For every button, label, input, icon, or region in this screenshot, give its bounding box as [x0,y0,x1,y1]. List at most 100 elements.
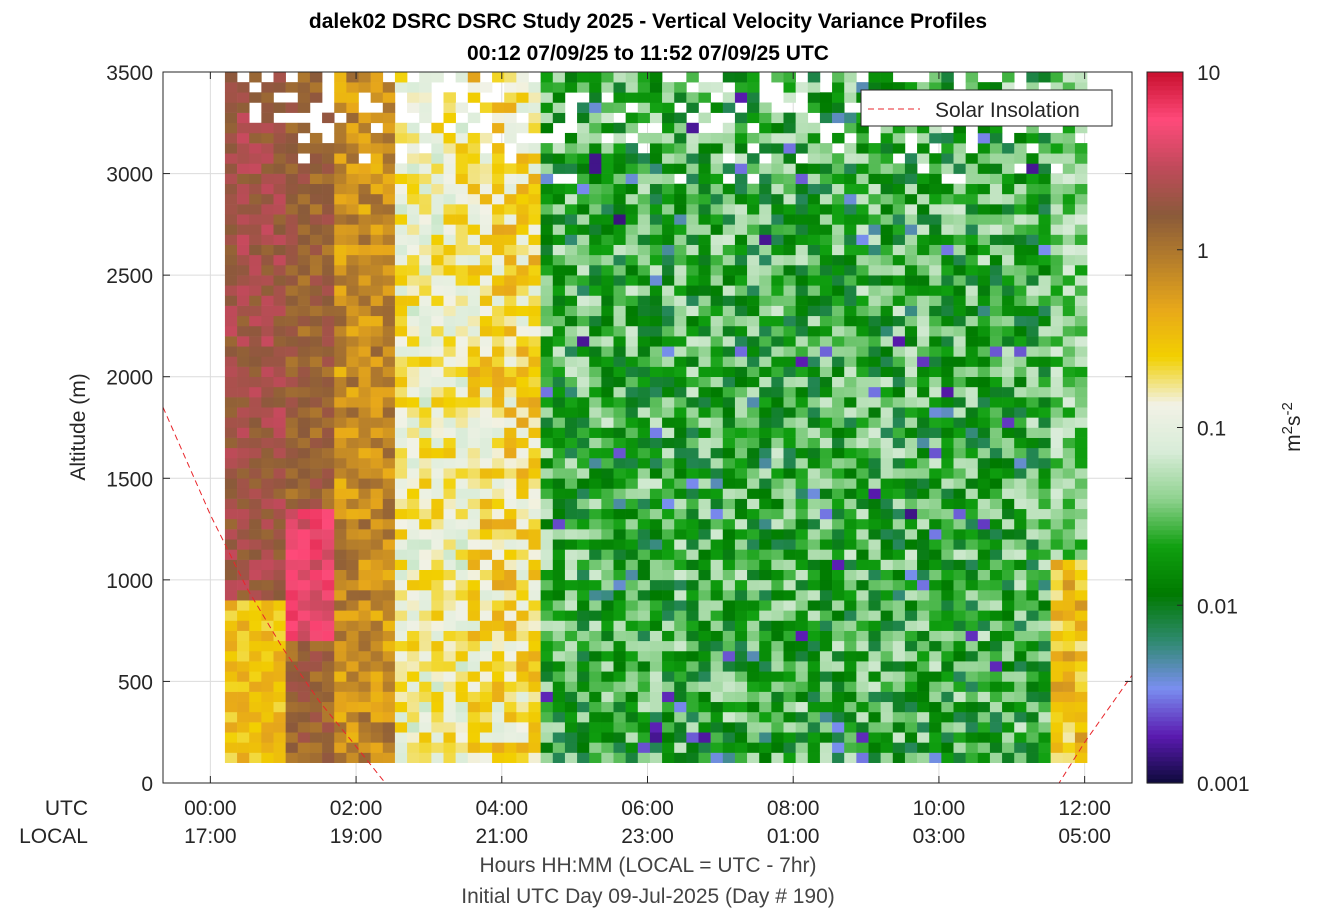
heatmap-cell [479,356,493,367]
colorbar-segment [1147,583,1183,589]
heatmap-cell [370,254,384,266]
heatmap-cell [710,447,724,459]
heatmap-cell [589,346,602,357]
heatmap-cell [601,143,614,154]
heatmap-cell [589,620,602,631]
heatmap-cell [285,204,299,215]
heatmap-cell [1026,498,1039,510]
heatmap-cell [625,305,639,317]
heatmap-cell [309,620,323,631]
heatmap-cell [492,336,505,347]
heatmap-cell [455,72,469,83]
heatmap-cell [443,681,456,692]
heatmap-cell [455,214,469,225]
heatmap-cell [795,122,809,134]
heatmap-cell [1002,376,1015,388]
colorbar-segment [1147,360,1183,366]
heatmap-cell [795,681,809,692]
heatmap-cell [273,732,286,743]
heatmap-cell [989,539,1003,550]
heatmap-cell [504,610,517,621]
heatmap-cell [419,691,432,703]
heatmap-cell [613,559,626,570]
heatmap-cell [601,183,614,195]
heatmap-cell [759,559,772,570]
heatmap-cell [1002,610,1015,621]
heatmap-cell [1014,153,1027,164]
heatmap-cell [237,600,250,611]
heatmap-cell [431,275,444,286]
heatmap-cell [309,508,323,520]
heatmap-cell [577,163,590,174]
heatmap-cell [1026,468,1039,479]
heatmap-cell [892,346,906,357]
heatmap-cell [589,640,602,652]
heatmap-cell [577,468,590,479]
heatmap-cell [224,447,238,459]
heatmap-cell [929,579,942,591]
heatmap-cell [237,376,250,388]
heatmap-cell [224,427,238,438]
heatmap-cell [807,183,821,195]
colorbar-segment [1147,618,1183,624]
heatmap-cell [492,447,505,459]
heatmap-cell [698,569,711,581]
heatmap-cell [880,214,894,225]
heatmap-cell [273,336,286,347]
heatmap-cell [747,183,760,195]
heatmap-cell [795,701,809,713]
heatmap-cell [795,559,809,570]
heatmap-cell [224,386,238,398]
colorbar-segment [1147,249,1183,255]
heatmap-cell [261,529,274,540]
heatmap-cell [467,336,481,347]
heatmap-cell [856,325,869,337]
heatmap-cell [844,610,857,621]
heatmap-cell [577,366,590,378]
heatmap-cell [273,742,286,753]
heatmap-cell [844,701,857,713]
heatmap-cell [601,275,614,286]
heatmap-cell [382,447,396,459]
heatmap-cell [637,569,651,581]
heatmap-cell [285,397,299,408]
heatmap-cell [771,671,784,682]
heatmap-cell [807,82,821,93]
heatmap-cell [382,356,396,367]
heatmap-cell [783,661,796,672]
heatmap-cell [929,478,942,489]
heatmap-cell [1026,732,1039,743]
heatmap-cell [856,204,869,215]
heatmap-cell [734,397,748,408]
colorbar-segment [1147,396,1183,402]
heatmap-cell [807,356,821,367]
heatmap-cell [273,285,286,296]
heatmap-cell [674,701,687,713]
heatmap-cell [346,722,359,733]
heatmap-cell [722,752,736,763]
heatmap-cell [224,630,238,642]
heatmap-cell [492,193,505,205]
heatmap-cell [309,711,323,723]
heatmap-cell [734,640,748,652]
heatmap-cell [698,722,711,733]
heatmap-cell [844,549,857,560]
heatmap-cell [953,143,966,154]
heatmap-cell [285,488,299,499]
heatmap-cell [504,691,517,703]
heatmap-cell [285,752,299,763]
heatmap-cell [989,488,1003,499]
heatmap-cell [819,325,833,337]
heatmap-cell [540,468,554,479]
heatmap-cell [346,386,359,398]
heatmap-cell [297,468,311,479]
heatmap-cell [479,132,493,144]
heatmap-cell [431,661,444,672]
heatmap-cell [807,234,821,245]
heatmap-cell [771,681,784,692]
heatmap-cell [382,193,396,205]
heatmap-cell [528,437,541,449]
heatmap-cell [504,336,517,347]
heatmap-cell [249,478,262,489]
heatmap-cell [492,579,505,591]
